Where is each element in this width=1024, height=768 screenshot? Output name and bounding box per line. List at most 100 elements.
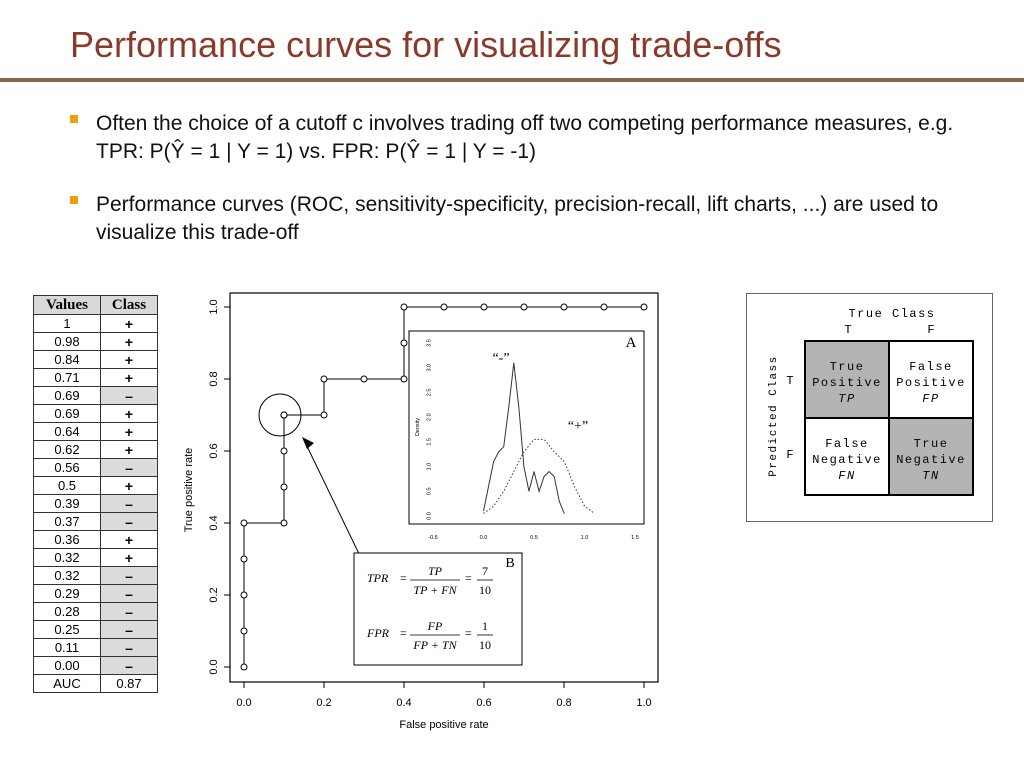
class-cell: + (100, 332, 158, 351)
class-cell: + (100, 530, 158, 549)
formula-box-frame (353, 552, 523, 666)
table-header-row: Values Class (33, 295, 158, 315)
false-positive-cell-line1: False (909, 360, 953, 374)
true-negative-cell (888, 417, 974, 496)
class-cell: + (100, 440, 158, 459)
x-tick-label: 1.0 (636, 697, 651, 709)
class-cell: + (100, 548, 158, 567)
auc-label: AUC (33, 674, 101, 693)
roc-point (280, 447, 288, 455)
col-label-t: T (844, 323, 851, 337)
y-tick-label: 1.0 (208, 299, 220, 314)
tpr-ratio-numerator: 7 (482, 564, 488, 578)
roc-point (360, 375, 368, 383)
true-negative-cell-abbr: TN (922, 469, 939, 483)
inset-x-tick-label: 1.0 (581, 535, 589, 541)
table-row: 0.28– (33, 602, 158, 621)
y-tick-label: 0.2 (208, 587, 220, 602)
tpr-fraction-numerator: TP (428, 564, 443, 578)
table-row: 0.37– (33, 512, 158, 531)
inset-panel-label: A (626, 335, 637, 351)
class-cell: – (100, 584, 158, 603)
class-cell: + (100, 422, 158, 441)
inset-y-tick-label: 0.0 (426, 512, 432, 520)
table-body: 1 +0.98 +0.84 +0.71 +0.69–0.69 +0.64 +0.62 +0.5… (33, 314, 158, 693)
table-row: 0.84 + (33, 350, 158, 369)
table-row: 0.56– (33, 458, 158, 477)
class-cell: – (100, 656, 158, 675)
fpr-equals: = (400, 626, 407, 640)
y-tick-label: 0.6 (208, 443, 220, 458)
value-cell: 0.32 (33, 548, 101, 567)
inset-density-frame (408, 330, 645, 525)
table-row: 0.5 + (33, 476, 158, 495)
fpr-ratio-numerator: 1 (482, 619, 488, 633)
false-negative-cell-line1: False (825, 437, 869, 451)
y-tick-label: 0.8 (208, 371, 220, 386)
inset-y-tick-label: 1.0 (426, 463, 432, 471)
roc-point (400, 339, 408, 347)
value-cell: 0.32 (33, 566, 101, 585)
positive-series-label: “+” (568, 419, 588, 434)
x-tick-label: 0.2 (316, 697, 331, 709)
value-cell: 0.36 (33, 530, 101, 549)
false-positive-cell-line2: Positive (896, 376, 966, 390)
roc-point (240, 555, 248, 563)
roc-point (640, 303, 648, 311)
class-cell: – (100, 512, 158, 531)
roc-point (320, 411, 328, 419)
negative-series-label: “-” (492, 351, 509, 366)
x-tick-label: 0.4 (396, 697, 411, 709)
header-values: Values (33, 295, 101, 315)
roc-point (240, 663, 248, 671)
table-row: 0.00– (33, 656, 158, 675)
fpr-fraction-numerator: FP (427, 619, 443, 633)
inset-y-tick-label: 1.5 (426, 438, 432, 446)
table-row: 0.11– (33, 638, 158, 657)
y-tick-label: 0.0 (208, 659, 220, 674)
table-row: 0.29– (33, 584, 158, 603)
roc-point (320, 375, 328, 383)
false-positive-cell-abbr: FP (922, 392, 939, 406)
inset-y-tick-label: 2.0 (426, 413, 432, 421)
table-row: 1 + (33, 314, 158, 333)
class-cell: + (100, 404, 158, 423)
tpr-ratio-denominator: 10 (479, 583, 491, 597)
roc-figure: 0.0 0.0 0.2 0.2 0.4 0.4 0.6 0.6 0.8 0.8 1.0 1.0 Fals… (183, 292, 659, 731)
fpr-fraction-denominator: FP + TN (412, 638, 457, 652)
confusion-matrix-svg: True Class T F Predicted Class T F True Positiv… (768, 307, 974, 496)
confusion-matrix-figure: True Class T F Predicted Class T F True Positiv… (746, 293, 993, 522)
pointer-arrow-line (303, 439, 363, 561)
value-cell: 0.84 (33, 350, 101, 369)
inset-y-tick-label: 3.5 (426, 339, 432, 347)
predicted-class-label: Predicted Class (768, 355, 780, 477)
table-row: 0.39– (33, 494, 158, 513)
class-cell: – (100, 638, 158, 657)
inset-x-tick-label: 0.5 (530, 535, 538, 541)
positive-density-line (483, 438, 595, 514)
values-class-table: Values Class 1 +0.98 +0.84 +0.71 +0.69–0.69 +… (33, 295, 158, 693)
inset-y-tick-label: 0.5 (426, 487, 432, 495)
table-row: 0.98 + (33, 332, 158, 351)
value-cell: 0.29 (33, 584, 101, 603)
table-row: 0.32– (33, 566, 158, 585)
inset-x-tick-label: -0.5 (428, 535, 437, 541)
class-cell: + (100, 476, 158, 495)
value-cell: 0.69 (33, 386, 101, 405)
highlight-circle (258, 393, 302, 437)
title-divider (0, 78, 1024, 82)
value-cell: 0.28 (33, 602, 101, 621)
false-negative-cell-abbr: FN (838, 469, 855, 483)
fpr-equals-2: = (465, 626, 472, 640)
tpr-equals-2: = (465, 571, 472, 585)
x-axis-label: False positive rate (399, 719, 488, 731)
inset-y-axis-label: Density (415, 418, 421, 437)
slide-title: Performance curves for visualizing trade… (70, 24, 782, 65)
inset-x-tick-label: 0.0 (480, 535, 488, 541)
header-class: Class (100, 295, 158, 315)
row-label-f: F (786, 448, 793, 462)
fpr-ratio-denominator: 10 (479, 638, 491, 652)
x-tick-label: 0.8 (556, 697, 571, 709)
class-cell: + (100, 350, 158, 369)
value-cell: 0.37 (33, 512, 101, 531)
